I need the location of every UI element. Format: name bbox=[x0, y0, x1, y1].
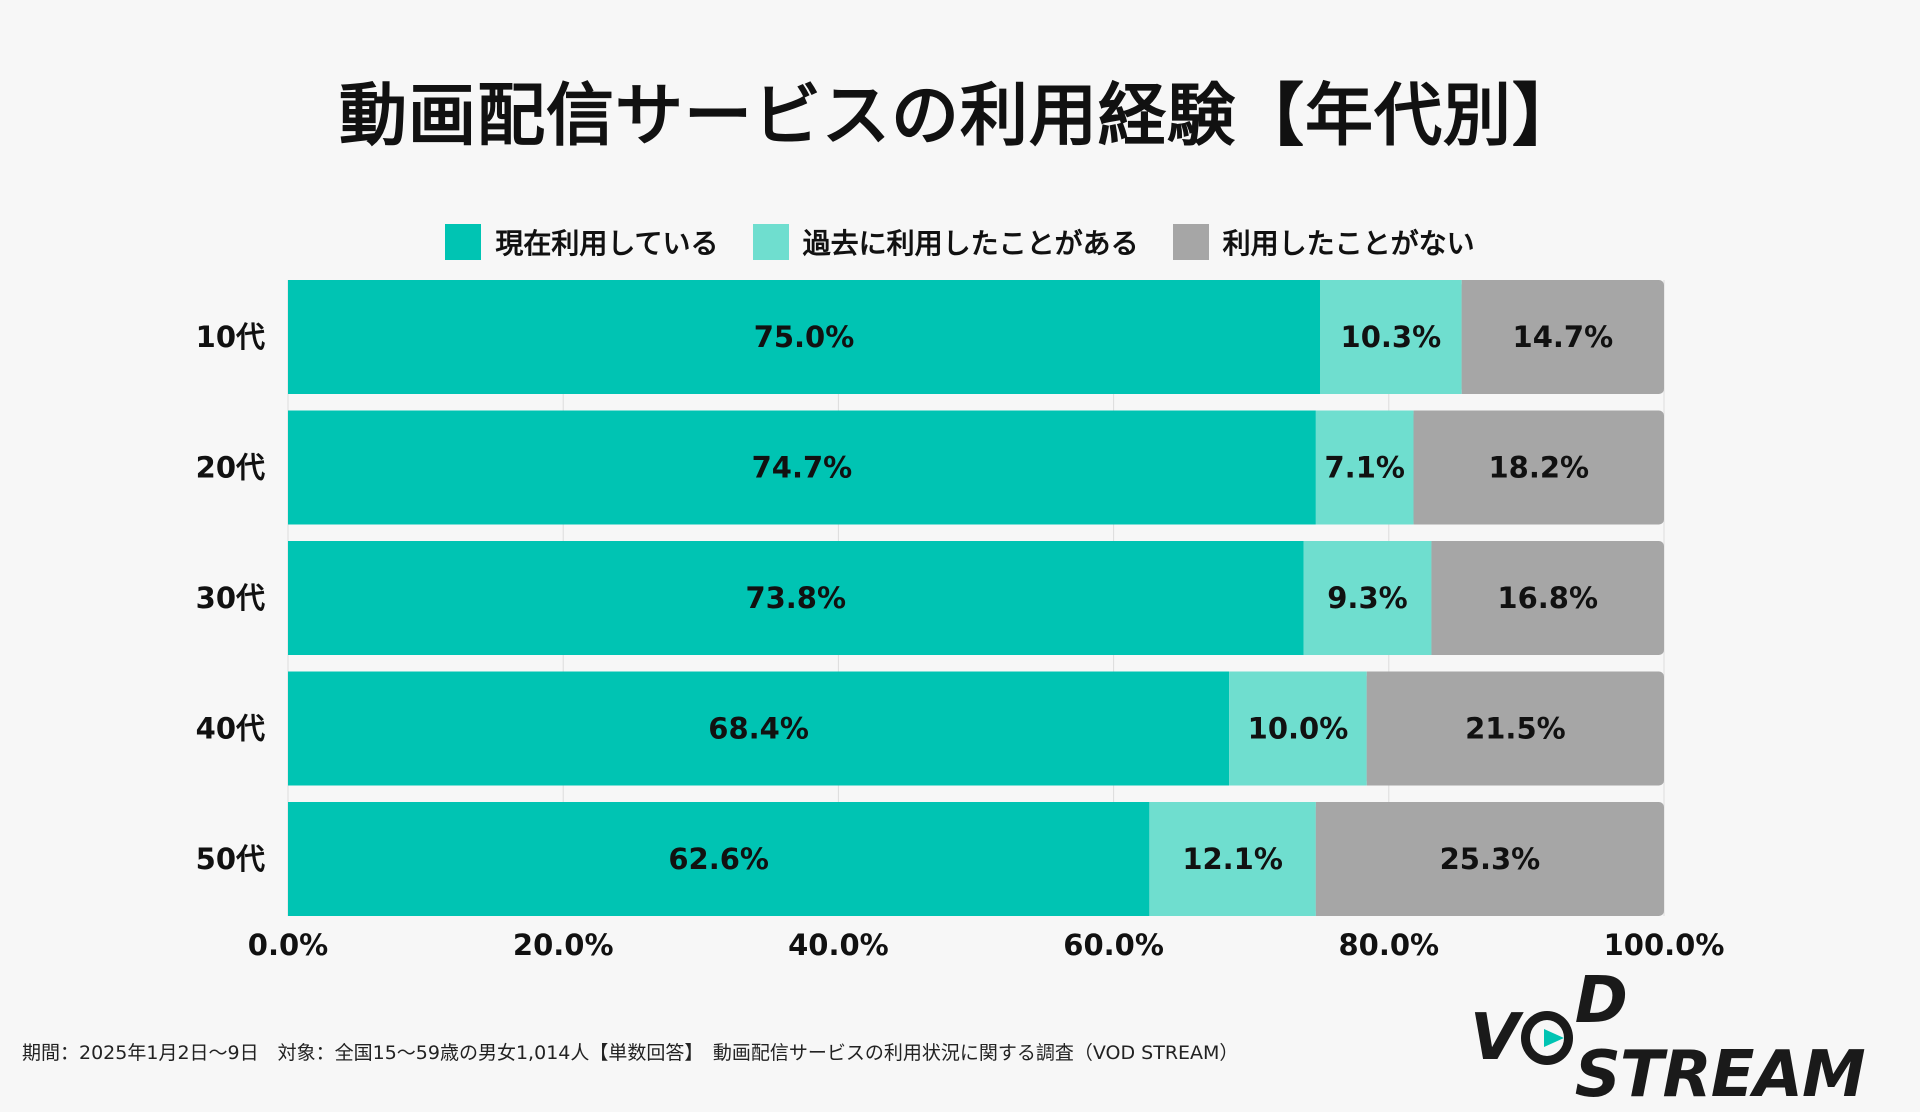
data-label-3-0: 68.4% bbox=[708, 712, 809, 746]
y-category-label-0: 10代 bbox=[196, 320, 265, 354]
y-category-label-1: 20代 bbox=[196, 451, 265, 485]
bar-segment-4-0 bbox=[288, 802, 1150, 916]
bar-segment-join-4 bbox=[1315, 802, 1326, 916]
bar-segment-1-1 bbox=[1315, 410, 1414, 525]
x-tick-label-5: 100.0% bbox=[1604, 928, 1725, 962]
legend-swatch-current bbox=[445, 224, 482, 260]
legend-label-current: 現在利用している bbox=[495, 227, 719, 260]
legend-swatch-never bbox=[1172, 224, 1209, 260]
bar-segment-0-1 bbox=[1320, 280, 1462, 394]
chart-title: 動画配信サービスの利用経験【年代別】 bbox=[338, 77, 1581, 156]
legend-label-never: 利用したことがない bbox=[1222, 227, 1475, 260]
legend-label-past: 過去に利用したことがある bbox=[802, 227, 1139, 260]
vod-stream-logo: V D STREAM bbox=[1470, 964, 1920, 1112]
bar-segment-2-1 bbox=[1303, 541, 1432, 655]
data-label-3-1: 10.0% bbox=[1248, 712, 1349, 746]
bar-segment-join-2 bbox=[1431, 541, 1442, 655]
bar-segment-join-0 bbox=[1461, 280, 1472, 394]
legend-item-current: 現在利用している bbox=[445, 222, 719, 262]
data-label-1-2: 18.2% bbox=[1488, 451, 1589, 485]
bar-segment-3-1 bbox=[1229, 671, 1367, 786]
bar-segment-2-0 bbox=[288, 541, 1304, 655]
data-label-1-0: 74.7% bbox=[752, 451, 853, 485]
x-tick-label-3: 60.0% bbox=[1063, 928, 1164, 962]
y-category-label-3: 40代 bbox=[196, 712, 265, 746]
data-label-2-2: 16.8% bbox=[1497, 581, 1598, 615]
bar-segment-1-2 bbox=[1413, 410, 1664, 525]
data-label-4-1: 12.1% bbox=[1182, 842, 1283, 876]
y-category-label-2: 30代 bbox=[196, 581, 265, 615]
bar-segment-4-2 bbox=[1315, 802, 1664, 916]
bar-segment-0-0 bbox=[288, 280, 1320, 394]
data-label-0-0: 75.0% bbox=[754, 320, 855, 354]
logo-text-left: V bbox=[1470, 1001, 1520, 1075]
x-tick-label-2: 40.0% bbox=[788, 928, 889, 962]
logo-text-right: D STREAM bbox=[1574, 964, 1866, 1112]
bar-segment-0-2 bbox=[1461, 280, 1664, 394]
x-tick-label-4: 80.0% bbox=[1338, 928, 1439, 962]
data-label-2-1: 9.3% bbox=[1327, 581, 1407, 615]
bar-segment-3-0 bbox=[288, 671, 1230, 786]
survey-footnote: 期間：2025年1月2日〜9日 対象：全国15〜59歳の男女1,014人【単数回… bbox=[22, 1042, 1239, 1064]
legend-item-never: 利用したことがない bbox=[1172, 222, 1475, 262]
legend-swatch-past bbox=[752, 224, 789, 260]
bar-segment-join-1 bbox=[1413, 410, 1424, 525]
bar-segment-3-2 bbox=[1366, 671, 1664, 786]
data-label-2-0: 73.8% bbox=[745, 581, 846, 615]
bar-segment-join-3 bbox=[1366, 671, 1377, 786]
x-tick-label-0: 0.0% bbox=[248, 928, 328, 962]
y-category-label-4: 50代 bbox=[196, 842, 265, 876]
stacked-bar-chart: 0.0% 20.0% 40.0% 60.0% 80.0% 100.0% 10代 75.0% 10… bbox=[196, 280, 1725, 962]
bar-segment-4-1 bbox=[1149, 802, 1316, 916]
data-label-4-2: 25.3% bbox=[1440, 842, 1541, 876]
play-icon bbox=[1520, 1011, 1573, 1065]
data-label-0-2: 14.7% bbox=[1513, 320, 1614, 354]
bar-segment-2-2 bbox=[1431, 541, 1664, 655]
x-tick-label-1: 20.0% bbox=[513, 928, 614, 962]
chart-legend: 現在利用している 過去に利用したことがある 利用したことがない bbox=[0, 222, 1920, 262]
data-label-1-1: 7.1% bbox=[1325, 451, 1405, 485]
data-label-3-2: 21.5% bbox=[1465, 712, 1566, 746]
data-label-4-0: 62.6% bbox=[668, 842, 769, 876]
bar-segment-1-0 bbox=[288, 410, 1316, 525]
legend-item-past: 過去に利用したことがある bbox=[752, 222, 1139, 262]
data-label-0-1: 10.3% bbox=[1341, 320, 1442, 354]
